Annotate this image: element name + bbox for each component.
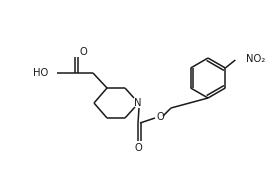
Text: N: N <box>134 98 142 108</box>
Text: O: O <box>80 47 88 57</box>
Text: O: O <box>156 112 164 122</box>
Text: HO: HO <box>33 68 48 78</box>
Text: NO₂: NO₂ <box>246 54 265 64</box>
Text: O: O <box>134 143 142 153</box>
